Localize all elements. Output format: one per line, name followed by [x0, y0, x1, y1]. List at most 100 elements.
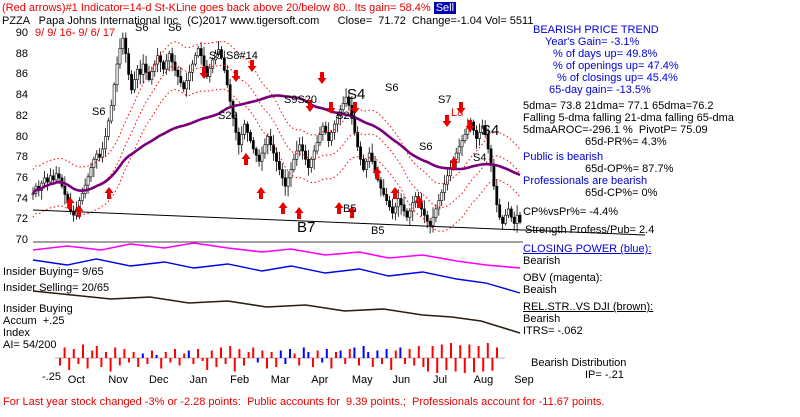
signal-annotation: S5 [209, 50, 222, 62]
candlestick-body [237, 132, 241, 146]
candlestick-body [185, 80, 189, 90]
candlestick-body [344, 96, 348, 104]
candlestick-body [254, 148, 258, 156]
candlestick-body [109, 105, 113, 122]
candlestick-body [86, 176, 90, 186]
ma-65-line [31, 94, 521, 195]
y-axis-tick-label: 86 [15, 68, 28, 81]
candlestick-body [130, 74, 133, 91]
right-panel-line: 65d-PR%= 4.3% [585, 136, 667, 148]
candlestick-body [106, 120, 110, 137]
candlestick-body [388, 200, 391, 208]
candlestick-body [202, 55, 206, 67]
right-panel-line: CLOSING POWER (blue): [523, 243, 652, 255]
signal-annotation: B5 [343, 203, 356, 215]
signal-annotation: B5 [371, 225, 384, 237]
candlestick-body [312, 150, 316, 160]
candlestick-body [147, 72, 151, 80]
candlestick-body [173, 61, 177, 71]
candlestick-body [393, 206, 397, 214]
candlestick-body [512, 216, 516, 224]
candlestick-body [501, 216, 505, 224]
candlestick-body [167, 53, 171, 62]
month-axis-label: Sep [514, 374, 534, 386]
candlestick-body [231, 101, 235, 119]
candlestick-body [437, 200, 441, 210]
candlestick-body [283, 177, 287, 187]
buy-up-arrow-icon [390, 187, 400, 199]
candlestick-body [46, 177, 49, 183]
sell-down-arrow-icon [231, 70, 241, 82]
candlestick-body [318, 134, 322, 144]
candlestick-body [446, 175, 449, 185]
y-axis-tick-label: 72 [15, 213, 28, 226]
candlestick-body [498, 204, 502, 218]
candlestick-body [428, 221, 432, 226]
candlestick-body [443, 183, 447, 193]
candlestick-body [475, 129, 478, 139]
indicator-header-line: (Red arrows)#1 Indicator=14-d St-KLine g… [2, 2, 457, 14]
candlestick-body [51, 175, 55, 181]
candlestick-body [63, 185, 67, 195]
buy-up-arrow-icon [278, 202, 288, 214]
accum-scale-neg-label: -.25 [42, 371, 61, 383]
sell-down-arrow-icon [350, 102, 360, 114]
candlestick-body [408, 210, 412, 218]
candlestick-body [150, 70, 154, 80]
candlestick-body [263, 144, 267, 154]
right-panel-line: Beaish [523, 284, 557, 296]
candlestick-body [48, 175, 52, 183]
candlestick-body [341, 103, 345, 110]
right-panel-line: 5dmaAROC=-296.1 % PivotP= 75.09 [523, 124, 708, 136]
candlestick-body [225, 69, 229, 86]
price-band-dotted-line [32, 88, 521, 232]
buy-up-arrow-icon [414, 196, 424, 208]
buy-up-arrow-icon [449, 157, 459, 169]
candlestick-body [518, 214, 522, 223]
buy-up-arrow-icon [372, 167, 382, 179]
candlestick-body [104, 136, 107, 150]
relative-strength-line [32, 290, 521, 334]
candlestick-body [483, 125, 487, 135]
candlestick-body [217, 49, 220, 55]
candlestick-body [182, 82, 186, 90]
right-panel-line: Bearish Distribution [531, 357, 627, 369]
candlestick-body [80, 193, 84, 201]
buy-up-arrow-icon [347, 206, 357, 218]
candlestick-body [295, 150, 299, 160]
candlestick-body [234, 117, 238, 133]
candlestick-body [222, 57, 226, 71]
y-axis-tick-label: 76 [15, 171, 28, 184]
candlestick-body [156, 55, 160, 65]
candlestick-body [399, 198, 403, 206]
candlestick-body [286, 177, 290, 187]
signal-sell-badge: Sell [433, 2, 457, 14]
sell-down-arrow-icon [317, 72, 327, 84]
right-panel-line: % of openings up= 47.4% [553, 60, 679, 72]
buy-up-arrow-icon [294, 207, 304, 219]
candlestick-body [460, 140, 464, 148]
candlestick-body [208, 67, 212, 77]
sell-down-arrow-icon [247, 60, 257, 72]
accum-index-title-2: Accum +.25 [3, 315, 65, 327]
candlestick-body [280, 169, 284, 179]
candlestick-body [118, 48, 122, 65]
right-panel-line: 65-day gain= -13.5% [549, 84, 651, 96]
candlestick-body [382, 187, 386, 195]
candlestick-body [434, 208, 438, 218]
candlestick-body [133, 79, 136, 91]
y-axis-tick-label: 88 [15, 47, 28, 60]
month-axis-label: May [351, 374, 373, 386]
candlestick-body [298, 144, 302, 152]
buy-up-arrow-icon [65, 197, 75, 209]
candlestick-body [277, 161, 281, 170]
candlestick-body [153, 63, 157, 72]
candlestick-body [135, 68, 139, 80]
right-panel-line: BEARISH PRICE TREND [533, 24, 659, 36]
candlestick-body [211, 59, 215, 69]
candlestick-body [260, 152, 264, 162]
candlestick-body [327, 132, 331, 141]
right-panel-line: CP%vsPr%= -4.4% [523, 206, 619, 218]
candlestick-body [214, 53, 218, 61]
